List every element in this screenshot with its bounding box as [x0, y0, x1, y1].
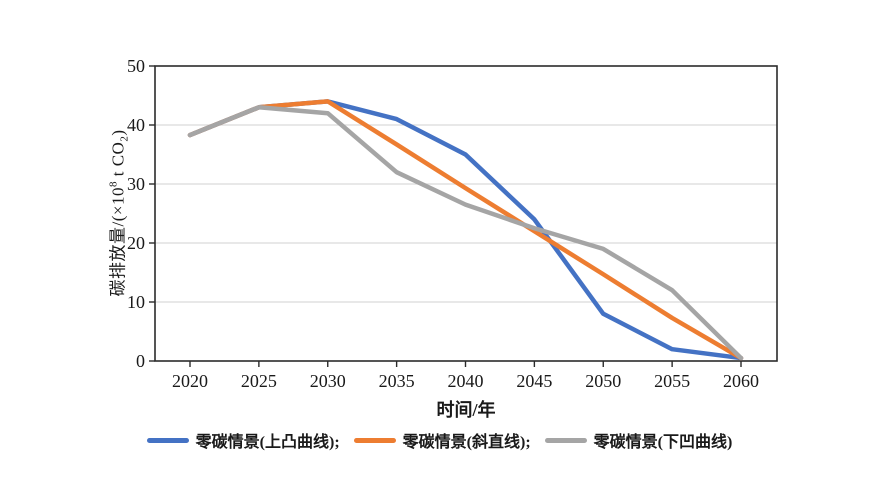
- legend-swatch-convex-line-icon: [146, 437, 189, 443]
- y-axis-title-pre: 碳排放量/(×10: [108, 187, 128, 297]
- x-tick-label: 2035: [379, 371, 415, 391]
- series-line-zero-carbon-straight: [187, 99, 744, 361]
- legend: 零碳情景(上凸曲线); 零碳情景(斜直线); 零碳情景(下凹曲线): [0, 428, 879, 452]
- legend-item-convex: 零碳情景(上凸曲线);: [146, 428, 340, 452]
- legend-item-concave: 零碳情景(下凹曲线): [544, 428, 733, 452]
- y-axis-title-superscript: 8: [107, 181, 120, 188]
- y-axis-title-text: 碳排放量/(×108 t CO2): [103, 129, 131, 297]
- legend-swatch-straight-line-icon: [353, 437, 396, 443]
- legend-item-straight: 零碳情景(斜直线);: [353, 428, 531, 452]
- y-tick-label: 30: [127, 174, 145, 194]
- y-tick-label: 0: [136, 351, 145, 371]
- x-tick-label: 2020: [172, 371, 208, 391]
- x-tick-label: 2030: [310, 371, 346, 391]
- y-axis-title-mid: t CO: [108, 141, 128, 182]
- x-axis-title: 时间/年: [436, 400, 496, 420]
- y-tick-label: 50: [127, 56, 145, 76]
- y-axis-title-post: ): [108, 129, 128, 136]
- x-tick-label: 2050: [585, 371, 621, 391]
- x-tick-label: 2055: [654, 371, 690, 391]
- x-tick-label: 2025: [241, 371, 277, 391]
- legend-label-convex: 零碳情景(上凸曲线);: [195, 434, 340, 451]
- x-tick-label: 2045: [516, 371, 552, 391]
- y-tick-label: 10: [127, 292, 145, 312]
- x-tick-label: 2060: [723, 371, 759, 391]
- legend-label-concave: 零碳情景(下凹曲线): [593, 434, 733, 451]
- y-tick-label: 40: [127, 115, 145, 135]
- x-tick-label: 2040: [448, 371, 484, 391]
- y-tick-label: 20: [127, 233, 145, 253]
- series-line-zero-carbon-convex: [187, 99, 744, 361]
- series-line-zero-carbon-concave: [187, 105, 744, 361]
- legend-label-straight: 零碳情景(斜直线);: [402, 434, 531, 451]
- y-axis-title-subscript: 2: [118, 135, 131, 142]
- legend-swatch-concave-line-icon: [544, 437, 587, 443]
